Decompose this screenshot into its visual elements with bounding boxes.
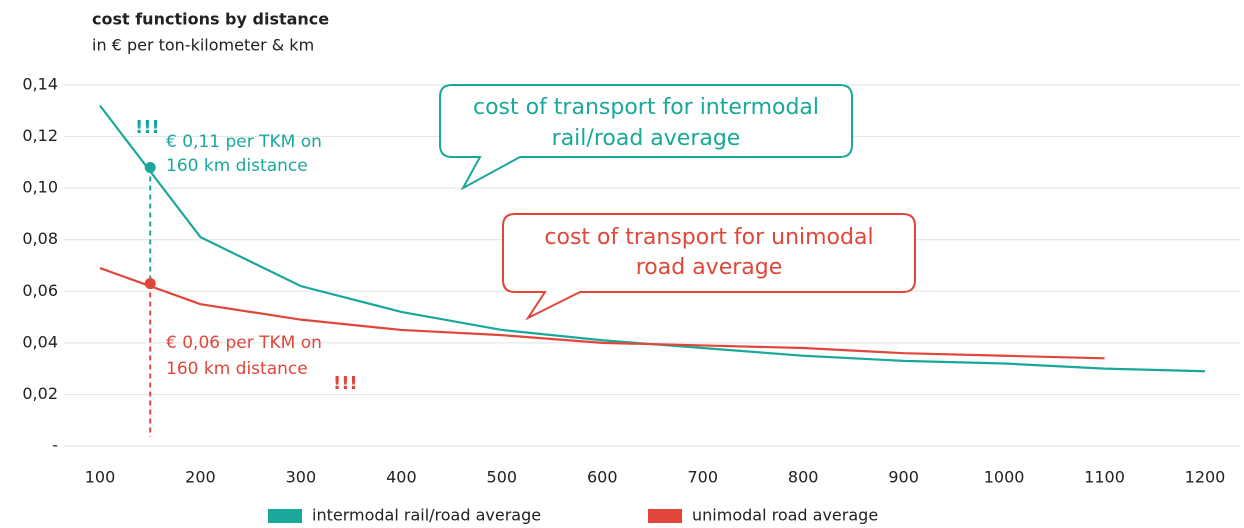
y-tick-label: 0,12 [22, 126, 58, 145]
callout [439, 84, 853, 191]
x-tick-label: 1200 [1185, 468, 1226, 487]
chart-subtitle: in € per ton-kilometer & km [92, 36, 314, 55]
annotation: !!! [135, 117, 160, 138]
x-tick-label: 100 [85, 468, 116, 487]
y-tick-label: - [52, 436, 58, 455]
callout-text: cost of transport for intermodal [473, 95, 819, 120]
y-tick-label: 0,02 [22, 384, 58, 403]
x-tick-label: 1000 [984, 468, 1025, 487]
annotation: 160 km distance [166, 156, 308, 176]
callout-text: road average [636, 255, 783, 280]
x-tick-label: 200 [185, 468, 216, 487]
grid: - 0,02 0,04 0,06 0,08 0,10 0,12 0,14 100 200 300 40… [22, 75, 1240, 487]
x-tick-label: 900 [888, 468, 919, 487]
y-tick-label: 0,04 [22, 332, 58, 351]
annotation: !!! [333, 373, 358, 394]
annotation: € 0,06 per TKM on [166, 333, 322, 353]
legend-label: intermodal rail/road average [312, 506, 541, 525]
y-tick-label: 0,10 [22, 178, 58, 197]
x-tick-label: 700 [687, 468, 718, 487]
callout [502, 213, 916, 321]
legend-swatch [268, 509, 302, 523]
legend: intermodal rail/road average unimodal roa… [268, 506, 878, 525]
highlight-point [144, 162, 156, 174]
annotation: € 0,11 per TKM on [166, 132, 322, 152]
series-line [99, 267, 1105, 360]
annotation: 160 km distance [166, 359, 308, 379]
y-tick-label: 0,08 [22, 229, 58, 248]
x-tick-label: 400 [386, 468, 417, 487]
plot [99, 104, 1206, 437]
y-tick-label: 0,14 [22, 75, 58, 94]
callout-text: rail/road average [552, 126, 741, 151]
x-tick-label: 800 [788, 468, 819, 487]
x-tick-label: 500 [487, 468, 518, 487]
chart-title: cost functions by distance [92, 10, 329, 29]
x-tick-label: 300 [286, 468, 317, 487]
x-tick-label: 1100 [1084, 468, 1125, 487]
x-tick-label: 600 [587, 468, 618, 487]
callout-text: cost of transport for unimodal [544, 225, 873, 250]
y-tick-label: 0,06 [22, 281, 58, 300]
highlight-point [144, 278, 156, 290]
legend-swatch [648, 509, 682, 523]
legend-label: unimodal road average [692, 506, 878, 525]
